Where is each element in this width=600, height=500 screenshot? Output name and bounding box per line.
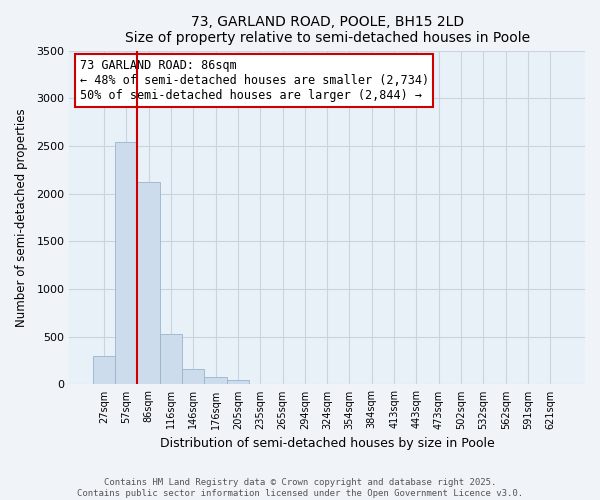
Title: 73, GARLAND ROAD, POOLE, BH15 2LD
Size of property relative to semi-detached hou: 73, GARLAND ROAD, POOLE, BH15 2LD Size o… <box>125 15 530 45</box>
Bar <box>160 334 182 384</box>
Text: 73 GARLAND ROAD: 86sqm
← 48% of semi-detached houses are smaller (2,734)
50% of : 73 GARLAND ROAD: 86sqm ← 48% of semi-det… <box>80 59 429 102</box>
Bar <box>93 356 115 384</box>
Bar <box>137 182 160 384</box>
Bar <box>227 380 249 384</box>
X-axis label: Distribution of semi-detached houses by size in Poole: Distribution of semi-detached houses by … <box>160 437 494 450</box>
Bar <box>205 377 227 384</box>
Y-axis label: Number of semi-detached properties: Number of semi-detached properties <box>15 108 28 327</box>
Text: Contains HM Land Registry data © Crown copyright and database right 2025.
Contai: Contains HM Land Registry data © Crown c… <box>77 478 523 498</box>
Bar <box>182 369 205 384</box>
Bar <box>115 142 137 384</box>
